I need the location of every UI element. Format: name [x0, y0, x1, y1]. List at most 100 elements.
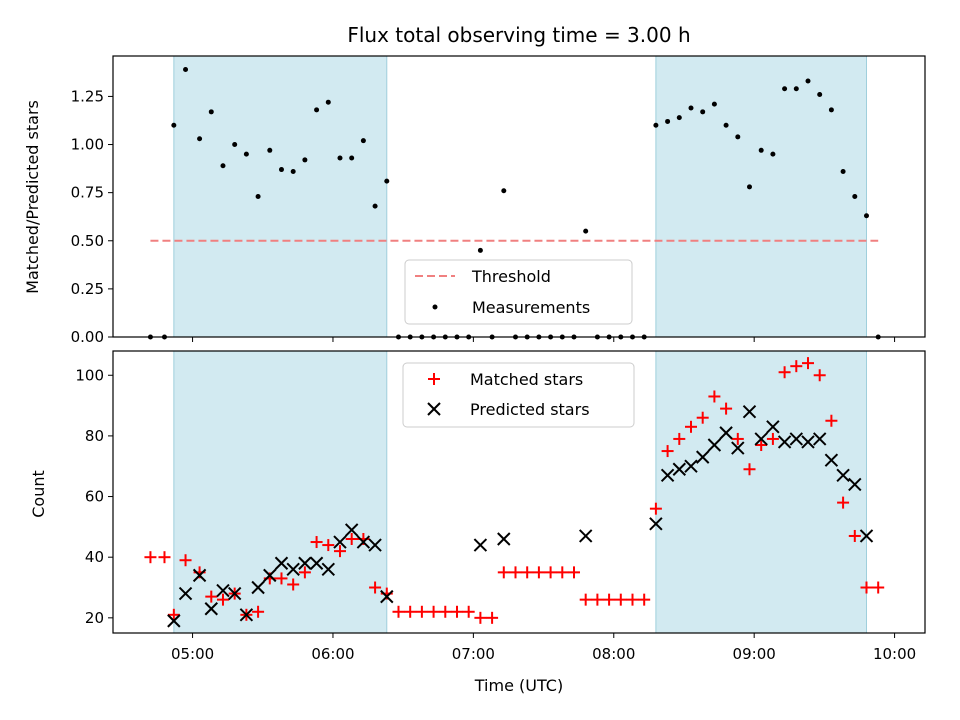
predicted-point-32 — [766, 420, 780, 434]
matched-point-12 — [287, 578, 300, 591]
measurement-point-3 — [183, 66, 189, 72]
measurement-point-7 — [232, 142, 238, 148]
bottom-y-tick-label-4: 100 — [75, 366, 104, 384]
measurement-point-14 — [314, 107, 320, 113]
measurement-point-6 — [220, 163, 226, 169]
matched-point-33 — [532, 566, 545, 579]
matched-point-0 — [144, 551, 157, 564]
measurement-point-11 — [278, 167, 284, 173]
observing-window-bottom-1 — [655, 350, 867, 634]
measurement-point-16 — [337, 155, 343, 161]
matched-point-44 — [661, 445, 674, 458]
matched-point-52 — [755, 439, 768, 451]
measurement-point-51 — [746, 184, 752, 190]
predicted-point-4 — [216, 583, 230, 598]
predicted-point-24 — [672, 462, 687, 476]
top-y-tick-label-3: 0.75 — [71, 184, 104, 202]
ratio-panel: 0.00 0.25 0.50 0.75 1.00 1.25 Flux total obse… — [23, 23, 926, 346]
matched-point-28 — [474, 611, 487, 624]
matched-point-24 — [427, 605, 440, 618]
observing-window-top-1 — [655, 55, 867, 338]
bottom-plot-frame — [112, 350, 926, 634]
predicted-point-31 — [754, 432, 768, 446]
matched-point-6 — [216, 593, 229, 606]
measurement-point-61 — [863, 213, 869, 219]
measurement-points — [147, 66, 881, 340]
predicted-point-38 — [836, 468, 850, 483]
predicted-point-2 — [192, 568, 207, 583]
top-y-tick-label-1: 0.25 — [71, 280, 104, 298]
matched-point-15 — [322, 539, 335, 552]
measurement-point-59 — [840, 168, 846, 174]
x-tick-label-4: 09:00 — [733, 645, 776, 663]
predicted-point-19 — [473, 538, 488, 552]
measurement-point-5 — [208, 109, 214, 115]
chart-title: Flux total observing time = 3.00 h — [347, 23, 690, 47]
predicted-point-39 — [848, 477, 862, 492]
matched-point-55 — [790, 360, 803, 373]
matched-point-25 — [439, 605, 452, 618]
predicted-point-29 — [731, 441, 745, 455]
matched-point-16 — [333, 545, 346, 558]
predicted-point-23 — [660, 468, 675, 483]
measurement-point-45 — [676, 115, 682, 121]
predicted-point-8 — [263, 568, 277, 583]
matched-point-9 — [252, 605, 265, 618]
matched-point-46 — [684, 420, 697, 433]
predicted-legend-label: Predicted stars — [470, 400, 590, 419]
matched-point-54 — [778, 366, 791, 379]
matched-point-2 — [167, 608, 180, 621]
matched-point-22 — [404, 605, 417, 618]
x-tick-label-0: 05:00 — [171, 645, 214, 663]
measurement-point-60 — [852, 194, 858, 199]
predicted-point-25 — [684, 459, 698, 473]
matched-point-58 — [825, 414, 838, 427]
matched-point-34 — [544, 566, 557, 579]
measurement-point-44 — [665, 118, 671, 124]
observing-windows-top — [173, 55, 867, 338]
predicted-point-14 — [333, 535, 347, 549]
predicted-point-0 — [167, 614, 181, 628]
measurement-point-9 — [255, 194, 261, 199]
bottom-y-tick-label-1: 40 — [85, 548, 104, 566]
top-legend-box — [404, 259, 633, 325]
x-tick-label-1: 06:00 — [311, 645, 354, 663]
predicted-point-9 — [274, 556, 289, 570]
predicted-point-3 — [204, 602, 218, 616]
matched-point-13 — [298, 566, 311, 579]
predicted-point-20 — [497, 532, 511, 546]
predicted-point-36 — [812, 432, 827, 446]
measurement-point-15 — [325, 99, 331, 105]
matched-point-56 — [801, 357, 814, 370]
matched-point-26 — [450, 605, 463, 618]
bottom-y-tick-label-2: 60 — [85, 488, 104, 506]
predicted-point-5 — [227, 586, 242, 601]
measurement-point-17 — [349, 155, 355, 161]
measurement-point-58 — [828, 107, 834, 113]
measurement-point-12 — [290, 168, 296, 174]
measurement-point-49 — [723, 122, 729, 128]
predicted-point-12 — [309, 556, 324, 570]
matched-point-42 — [638, 593, 651, 606]
matched-point-5 — [205, 590, 218, 603]
measurement-point-8 — [243, 151, 249, 157]
matched-point-51 — [743, 463, 756, 476]
matched-point-38 — [591, 593, 604, 606]
measurement-point-10 — [267, 147, 273, 153]
bottom-y-ticks: 20 40 60 80 100 — [75, 366, 113, 627]
matched-point-62 — [872, 581, 885, 594]
matched-point-50 — [731, 432, 744, 445]
matched-point-60 — [848, 529, 861, 542]
bottom-legend-box — [402, 362, 635, 428]
matched-point-23 — [415, 605, 428, 618]
matched-legend-label: Matched stars — [470, 370, 583, 389]
measurement-point-47 — [700, 109, 706, 115]
top-y-axis-label: Matched/Predicted stars — [23, 100, 42, 294]
matched-point-37 — [579, 593, 592, 606]
measurement-point-13 — [302, 157, 308, 163]
measurement-point-43 — [653, 122, 659, 128]
top-y-tick-label-2: 0.50 — [71, 232, 104, 250]
matched-point-14 — [310, 536, 323, 549]
bottom-y-axis-label: Count — [29, 470, 48, 518]
